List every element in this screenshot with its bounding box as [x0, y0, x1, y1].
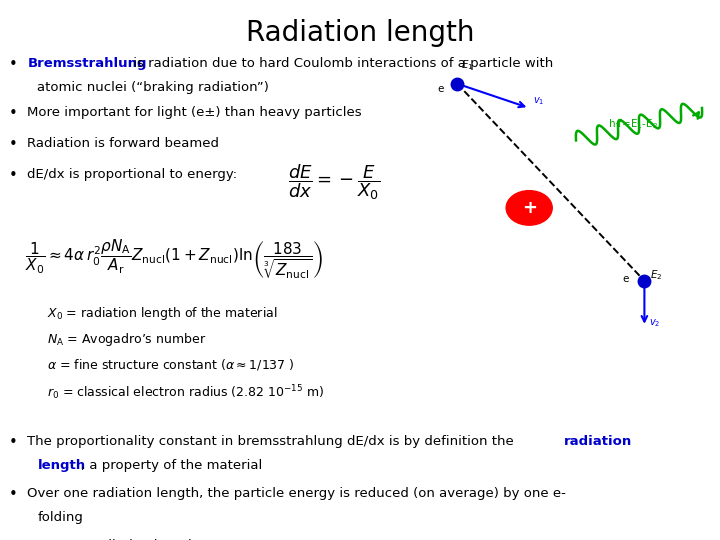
Text: •: • [9, 167, 17, 183]
Text: •: • [9, 57, 17, 72]
Text: $r_0$ = classical electron radius (2.82 $10^{-15}$ m): $r_0$ = classical electron radius (2.82 … [47, 383, 324, 402]
Text: •: • [9, 538, 17, 540]
Text: $E_2$: $E_2$ [650, 268, 662, 282]
Text: $v_2$: $v_2$ [649, 318, 660, 329]
Text: e: e [623, 274, 629, 284]
Text: In water, radiation length = 36 cm: In water, radiation length = 36 cm [27, 538, 258, 540]
Text: e: e [437, 84, 444, 94]
Text: $E_1$: $E_1$ [461, 58, 473, 72]
Circle shape [506, 191, 552, 225]
Text: $X_0$ = radiation length of the material: $X_0$ = radiation length of the material [47, 305, 277, 322]
Text: length: length [37, 458, 86, 471]
Text: Radiation is forward beamed: Radiation is forward beamed [27, 137, 220, 150]
Text: is radiation due to hard Coulomb interactions of a particle with: is radiation due to hard Coulomb interac… [129, 57, 553, 70]
Text: h·f=E$_1$-E$_2$: h·f=E$_1$-E$_2$ [608, 117, 659, 131]
Text: Over one radiation length, the particle energy is reduced (on average) by one e-: Over one radiation length, the particle … [27, 487, 566, 500]
Text: $\alpha$ = fine structure constant ($\alpha \approx 1/137$ ): $\alpha$ = fine structure constant ($\al… [47, 357, 294, 372]
Text: More important for light (e±) than heavy particles: More important for light (e±) than heavy… [27, 106, 362, 119]
Text: •: • [9, 137, 17, 152]
Text: •: • [9, 435, 17, 450]
Text: Radiation length: Radiation length [246, 19, 474, 47]
Text: $\dfrac{dE}{dx} = -\dfrac{E}{X_0}$: $\dfrac{dE}{dx} = -\dfrac{E}{X_0}$ [288, 162, 380, 202]
Text: •: • [9, 487, 17, 502]
Text: $\dfrac{1}{X_0} \approx 4\alpha\, r_0^2 \dfrac{\rho N_\mathrm{A}}{A_\mathrm{r}} : $\dfrac{1}{X_0} \approx 4\alpha\, r_0^2 … [25, 238, 323, 281]
Text: atomic nuclei (“braking radiation”): atomic nuclei (“braking radiation”) [37, 80, 269, 93]
Text: Bremsstrahlung: Bremsstrahlung [27, 57, 147, 70]
Text: , a property of the material: , a property of the material [81, 458, 262, 471]
Text: •: • [9, 106, 17, 121]
Text: dE/dx is proportional to energy:: dE/dx is proportional to energy: [27, 167, 238, 180]
Text: +: + [522, 199, 536, 217]
Text: radiation: radiation [564, 435, 633, 448]
Text: folding: folding [37, 510, 84, 523]
Text: $v_1$: $v_1$ [533, 96, 544, 107]
Text: $N_\mathrm{A}$ = Avogadro’s number: $N_\mathrm{A}$ = Avogadro’s number [47, 331, 206, 348]
Text: The proportionality constant in bremsstrahlung dE/dx is by definition the: The proportionality constant in bremsstr… [27, 435, 518, 448]
